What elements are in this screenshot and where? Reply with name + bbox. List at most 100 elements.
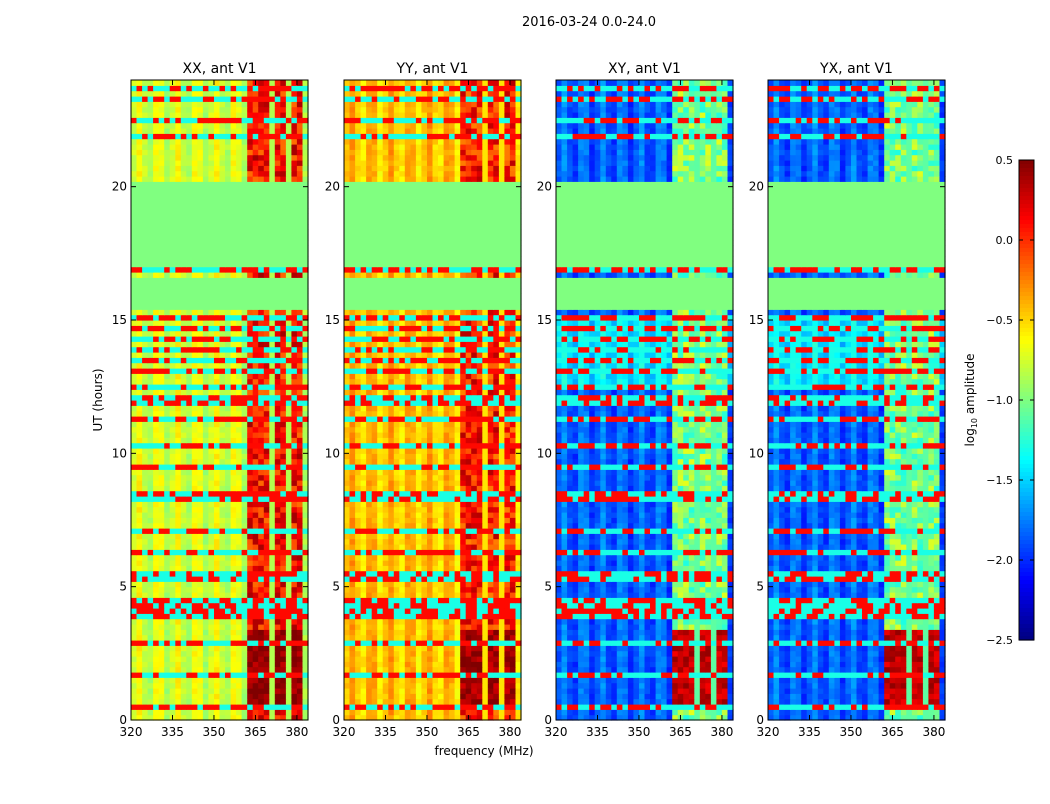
heatmap-cell (220, 219, 226, 225)
heatmap-cell (444, 672, 450, 678)
heatmap-cell (297, 405, 303, 411)
heatmap-cell (164, 656, 170, 662)
heatmap-cell (399, 544, 405, 550)
heatmap-cell (214, 667, 220, 673)
heatmap-cell (231, 453, 237, 459)
heatmap-cell (203, 539, 209, 545)
heatmap-cell (192, 491, 198, 497)
heatmap-cell (297, 224, 303, 230)
heatmap-cell (131, 629, 137, 635)
heatmap-cell (242, 549, 248, 555)
heatmap-cell (438, 635, 444, 641)
heatmap-cell (247, 651, 253, 657)
heatmap-cell (455, 603, 461, 609)
heatmap-cell (192, 405, 198, 411)
heatmap-cell (258, 85, 264, 91)
heatmap-cell (247, 155, 253, 161)
heatmap-cell (225, 437, 231, 443)
heatmap-cell (153, 208, 159, 214)
heatmap-cell (192, 411, 198, 417)
heatmap-cell (197, 117, 203, 123)
heatmap-cell (214, 128, 220, 134)
heatmap-cell (383, 677, 389, 683)
heatmap-cell (175, 645, 181, 651)
heatmap-cell (131, 229, 137, 235)
heatmap-cell (137, 139, 143, 145)
heatmap-cell (208, 235, 214, 241)
heatmap-cell (192, 203, 198, 209)
heatmap-cell (153, 379, 159, 385)
heatmap-cell (275, 336, 281, 342)
heatmap-cell (449, 677, 455, 683)
heatmap-cell (421, 603, 427, 609)
heatmap-cell (181, 512, 187, 518)
heatmap-cell (159, 368, 165, 374)
heatmap-cell (258, 640, 264, 646)
heatmap-cell (231, 245, 237, 251)
heatmap-cell (225, 427, 231, 433)
heatmap-cell (164, 320, 170, 326)
heatmap-cell (236, 171, 242, 177)
heatmap-cell (131, 421, 137, 427)
heatmap-cell (247, 496, 253, 502)
heatmap-cell (258, 331, 264, 337)
heatmap-cell (214, 96, 220, 102)
heatmap-cell (170, 245, 176, 251)
heatmap-cell (214, 208, 220, 214)
heatmap-cell (153, 581, 159, 587)
heatmap-cell (291, 459, 297, 465)
heatmap-cell (137, 384, 143, 390)
heatmap-cell (208, 437, 214, 443)
heatmap-cell (197, 480, 203, 486)
heatmap-cell (388, 576, 394, 582)
heatmap-cell (197, 523, 203, 529)
heatmap-cell (421, 699, 427, 705)
heatmap-cell (280, 555, 286, 561)
heatmap-cell (247, 517, 253, 523)
heatmap-cell (350, 704, 356, 710)
heatmap-cell (405, 709, 411, 715)
heatmap-cell (253, 117, 259, 123)
heatmap-cell (181, 363, 187, 369)
heatmap-cell (477, 656, 483, 662)
heatmap-cell (220, 688, 226, 694)
heatmap-cell (175, 464, 181, 470)
heatmap-cell (388, 533, 394, 539)
heatmap-cell (131, 597, 137, 603)
heatmap-cell (220, 672, 226, 678)
heatmap-cell (142, 699, 148, 705)
heatmap-cell (258, 645, 264, 651)
heatmap-cell (225, 331, 231, 337)
heatmap-cell (460, 603, 466, 609)
heatmap-cell (499, 560, 505, 566)
heatmap-cell (410, 640, 416, 646)
heatmap-cell (291, 384, 297, 390)
heatmap-cell (291, 683, 297, 689)
heatmap-cell (377, 587, 383, 593)
heatmap-cell (372, 704, 378, 710)
heatmap-cell (247, 619, 253, 625)
heatmap-cell (131, 459, 137, 465)
heatmap-cell (247, 533, 253, 539)
heatmap-cell (203, 80, 209, 86)
heatmap-cell (253, 683, 259, 689)
heatmap-cell (208, 176, 214, 182)
heatmap-cell (131, 624, 137, 630)
heatmap-cell (477, 592, 483, 598)
heatmap-cell (208, 656, 214, 662)
heatmap-cell (142, 192, 148, 198)
heatmap-cell (297, 101, 303, 107)
heatmap-cell (258, 208, 264, 214)
heatmap-cell (269, 187, 275, 193)
heatmap-cell (291, 496, 297, 502)
heatmap-cell (388, 581, 394, 587)
heatmap-cell (286, 288, 292, 294)
heatmap-cell (405, 683, 411, 689)
heatmap-cell (504, 555, 510, 561)
heatmap-cell (203, 565, 209, 571)
heatmap-cell (159, 229, 165, 235)
heatmap-cell (286, 272, 292, 278)
heatmap-cell (197, 603, 203, 609)
heatmap-cell (208, 693, 214, 699)
heatmap-cell (286, 368, 292, 374)
